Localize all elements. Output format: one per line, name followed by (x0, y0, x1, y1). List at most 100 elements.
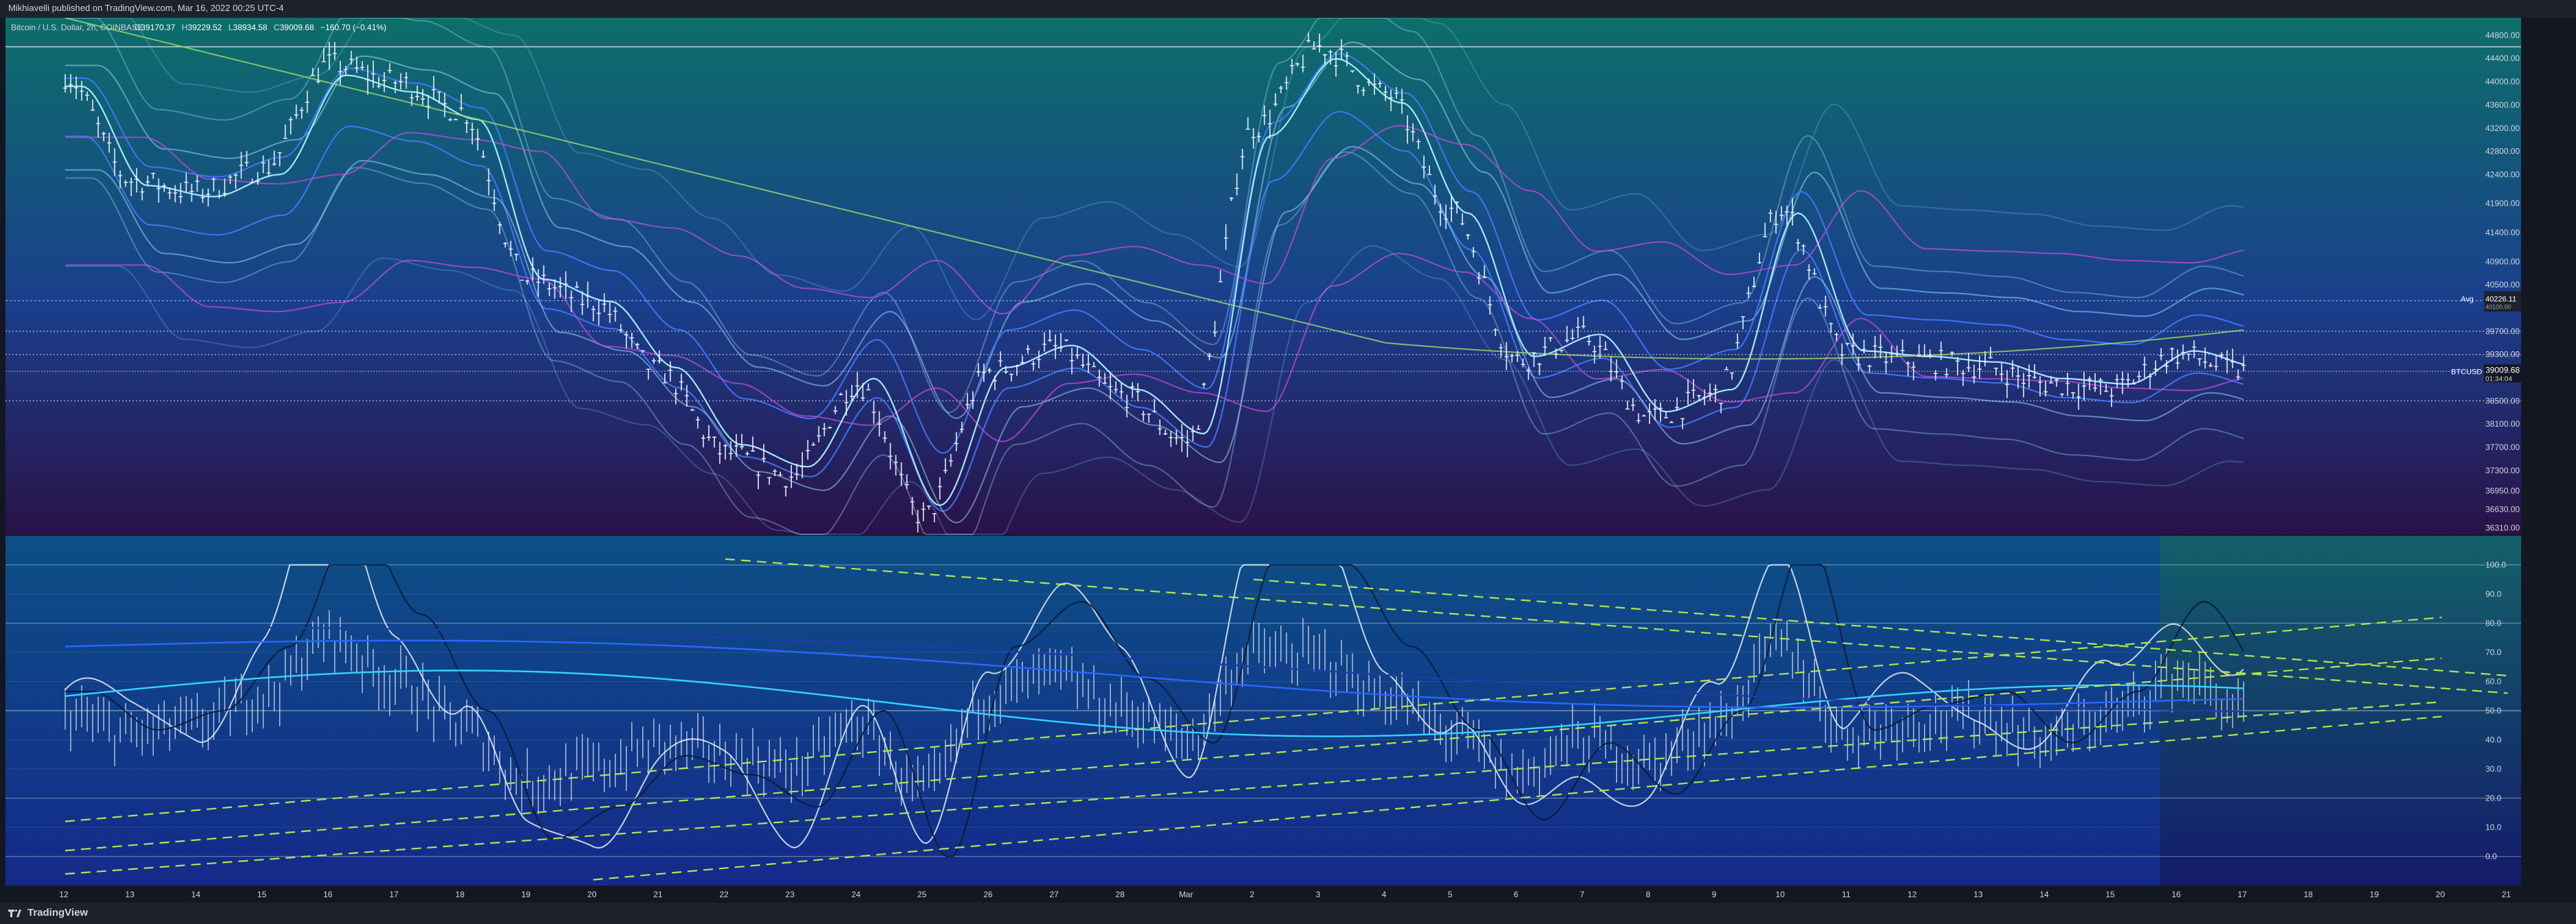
time-tick-label: 12 (1908, 890, 1917, 899)
price-band-line (65, 18, 2244, 321)
oscillator-tick-label: 30.0 (2485, 764, 2502, 774)
oscillator-trendline (65, 616, 2442, 822)
oscillator-tick-label: 80.0 (2485, 619, 2502, 628)
time-tick-label: 18 (2304, 890, 2313, 899)
oscillator-trendline (593, 715, 2442, 881)
time-tick-label: 15 (2106, 890, 2116, 899)
oscillator-trendlines (65, 558, 2508, 881)
open-value: 39170.37 (141, 23, 175, 32)
price-tick-label: 36630.00 (2485, 505, 2520, 514)
price-tick-label: 39300.00 (2485, 350, 2520, 359)
high-value: 39229.52 (187, 23, 222, 32)
time-tick-label: Mar (1179, 890, 1193, 899)
time-tick-label: 24 (852, 890, 861, 899)
change-value: −160.70 (−0.41%) (320, 23, 386, 32)
price-tick-label: 40500.00 (2485, 280, 2520, 289)
oscillator-tick-label: 10.0 (2485, 822, 2502, 832)
time-tick-label: 21 (2502, 890, 2511, 899)
price-tick-label: 41400.00 (2485, 228, 2520, 237)
oscillator-tick-label: 20.0 (2485, 794, 2502, 803)
price-pane-bg (5, 18, 2521, 534)
header-bar: Mikhiavelli published on TradingView.com… (0, 0, 2576, 18)
price-band-line (65, 52, 2244, 454)
oscillator-ma-navy (65, 625, 2244, 713)
close-label: C (274, 23, 280, 32)
high-label: H (182, 23, 188, 32)
time-tick-label: 28 (1116, 890, 1125, 899)
price-band-line (65, 245, 2244, 535)
time-tick-label: 8 (1646, 890, 1650, 899)
price-tick-label: 36310.00 (2485, 523, 2520, 533)
tradingview-icon (8, 908, 23, 918)
oscillator-tick-label: 0.0 (2485, 852, 2497, 862)
open-label: O (134, 23, 141, 32)
symbol-title: Bitcoin / U.S. Dollar, 2h, COINBASE (11, 23, 143, 32)
time-tick-label: 26 (983, 890, 993, 899)
price-tick-label: 43600.00 (2485, 100, 2520, 110)
time-tick-label: 10 (1776, 890, 1785, 899)
time-tick-label: 17 (2238, 890, 2247, 899)
last-price-value: 39009.68 (2485, 365, 2520, 375)
price-tick-label: 42400.00 (2485, 169, 2520, 179)
price-tick-label: 37300.00 (2485, 466, 2520, 475)
oscillator-trendline (65, 657, 2442, 852)
svg-text:O39170.37 H39229.52: O39170.37 H39229.52 L38934.58 C39009.68 … (134, 23, 386, 32)
time-tick-label: 14 (2039, 890, 2049, 899)
price-tick-label: 37700.00 (2485, 442, 2520, 452)
price-tick-label: 44400.00 (2485, 54, 2520, 63)
oscillator-ma-blue (65, 639, 2244, 709)
price-band-line (65, 41, 2244, 419)
stochastic-line-k (65, 564, 2245, 849)
price-tick-label: 38500.00 (2485, 396, 2520, 405)
symbol-tag: BTCUSD (2451, 368, 2482, 376)
time-tick-label: 21 (653, 890, 663, 899)
time-tick-label: 16 (2172, 890, 2181, 899)
oscillator-tick-label: 50.0 (2485, 706, 2502, 715)
time-tick-label: 25 (917, 890, 927, 899)
time-tick-label: 27 (1049, 890, 1059, 899)
oscillator-trendline (725, 558, 2508, 694)
price-band-line (65, 145, 2244, 524)
footer-brand: TradingView (27, 907, 89, 919)
time-tick-label: 7 (1580, 890, 1584, 899)
stochastic-line-d (65, 564, 2245, 857)
price-band-line (65, 151, 2244, 535)
low-label: L (229, 23, 233, 32)
avg-price-tag (2484, 291, 2521, 312)
avg-price-value: 40226.11 (2485, 295, 2516, 303)
price-candles (5, 32, 2521, 533)
time-tick-label: 13 (126, 890, 135, 899)
oscillator-trendline (65, 701, 2442, 875)
symbol-legend: Bitcoin / U.S. Dollar, 2h, COINBASE O391… (11, 23, 386, 32)
price-tick-label: 41900.00 (2485, 199, 2520, 209)
time-tick-label: 19 (2369, 890, 2379, 899)
low-value: 38934.58 (233, 23, 268, 32)
price-tick-label: 38100.00 (2485, 419, 2520, 429)
price-band-line (65, 125, 2244, 315)
tradingview-logo[interactable]: TradingView (8, 907, 88, 919)
time-tick-label: 5 (1448, 890, 1453, 899)
footer-bar: TradingView (0, 903, 2576, 924)
price-band-line (65, 18, 2244, 414)
bar-countdown: 01:34:04 (2485, 375, 2512, 383)
oscillator-tick-label: 40.0 (2485, 735, 2502, 745)
price-tick-label: 44000.00 (2485, 77, 2520, 86)
oscillator-tick-label: 70.0 (2485, 648, 2502, 657)
price-tick-label: 40900.00 (2485, 257, 2520, 266)
time-tick-label: 4 (1382, 890, 1387, 899)
time-tick-label: 11 (1842, 890, 1851, 899)
time-tick-label: 20 (587, 890, 597, 899)
time-tick-label: 16 (323, 890, 333, 899)
publisher-text: Mikhiavelli published on TradingView.com… (8, 3, 284, 13)
oscillator-tick-label: 100.0 (2485, 560, 2506, 570)
oscillator-ma-cyan (65, 670, 2244, 737)
oscillator-lines (65, 564, 2245, 857)
price-tick-label: 36950.00 (2485, 486, 2520, 496)
time-tick-label: 15 (257, 890, 267, 899)
last-price-tag (2484, 364, 2521, 383)
time-tick-label: 12 (59, 890, 69, 899)
time-tick-label: 23 (786, 890, 795, 899)
avg-price-sub: 40100.00 (2485, 303, 2511, 310)
chart[interactable]: 44800.0044400.0044000.0043600.0043200.00… (0, 18, 2576, 903)
oscillator-tick-label: 60.0 (2485, 677, 2502, 687)
